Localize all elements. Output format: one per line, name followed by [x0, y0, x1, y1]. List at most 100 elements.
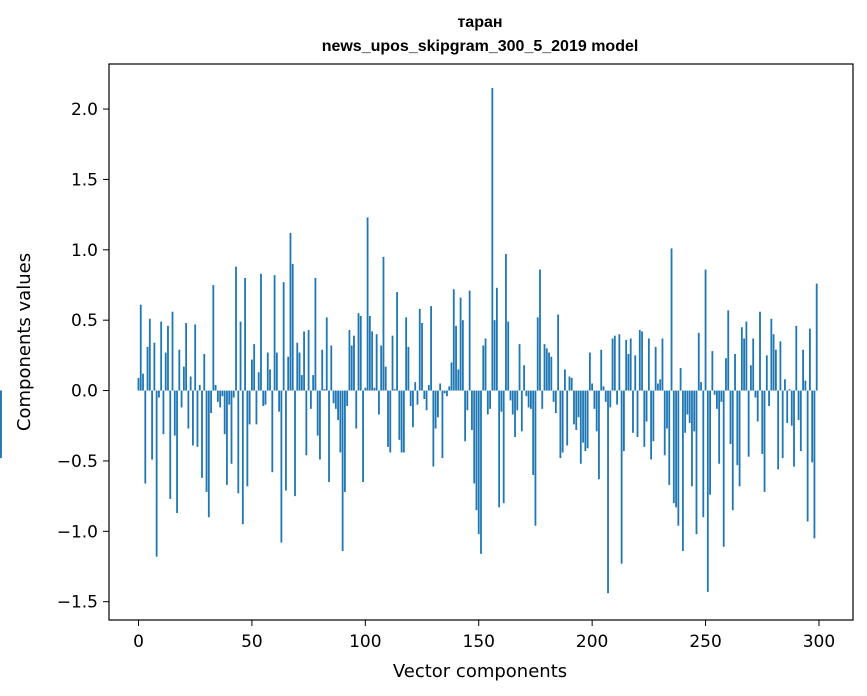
bar: [575, 390, 578, 430]
bar: [182, 366, 185, 391]
bar: [378, 390, 380, 415]
bar: [688, 390, 691, 423]
bar: [491, 87, 494, 391]
bar: [484, 338, 487, 391]
bars-group: [0, 87, 818, 594]
bar: [559, 390, 562, 459]
bar: [625, 339, 628, 391]
bar: [251, 359, 253, 391]
bar: [298, 352, 301, 391]
bar: [439, 383, 442, 391]
bar: [373, 387, 376, 391]
bar: [804, 380, 807, 391]
bar: [779, 341, 782, 391]
bar: [507, 321, 510, 391]
bar: [323, 389, 326, 391]
bar: [185, 323, 188, 391]
bar: [482, 345, 485, 391]
bar: [248, 390, 251, 425]
bar: [577, 390, 580, 418]
bar: [142, 373, 144, 391]
bar: [718, 390, 721, 464]
bar: [809, 328, 811, 391]
bar: [693, 390, 696, 432]
bar: [153, 342, 156, 391]
bar: [684, 390, 687, 433]
bar: [407, 346, 410, 391]
bar: [389, 390, 392, 453]
bar: [387, 390, 389, 447]
bar: [647, 338, 650, 391]
bar: [768, 390, 770, 407]
bar: [570, 377, 573, 391]
bar: [391, 335, 394, 391]
bar: [516, 390, 519, 411]
bar: [697, 332, 700, 391]
bar: [312, 375, 315, 391]
bar: [430, 306, 432, 391]
bar: [316, 390, 319, 436]
bar: [309, 390, 312, 409]
bar: [765, 355, 768, 391]
bar: [178, 349, 181, 391]
y-axis-ticks: −1.5 −1.0 −0.5 0.0 0.5 1.0 1.5 2.0: [57, 100, 109, 613]
bar: [679, 368, 682, 391]
bar: [450, 362, 453, 391]
bar: [763, 390, 766, 492]
y-tick-label: −1.5: [57, 593, 98, 613]
bar: [468, 290, 471, 391]
bar: [396, 292, 398, 391]
bar: [346, 390, 349, 407]
bar: [593, 390, 596, 409]
bar: [806, 390, 809, 522]
bar: [187, 390, 190, 429]
bar: [189, 376, 192, 391]
bar: [257, 372, 260, 391]
bar: [616, 390, 618, 405]
bar: [314, 277, 317, 391]
bar: [709, 390, 711, 495]
bar: [180, 390, 183, 408]
bar: [634, 355, 637, 391]
bar: [734, 353, 736, 391]
bar: [548, 352, 550, 391]
bar: [557, 314, 560, 391]
bar: [400, 390, 403, 453]
bar: [371, 331, 374, 391]
bar: [532, 390, 535, 476]
bar: [289, 232, 292, 391]
bar: [201, 390, 203, 478]
bar: [518, 344, 521, 391]
bar: [321, 349, 324, 391]
bar: [573, 390, 575, 425]
bar: [137, 377, 140, 391]
bar: [176, 390, 178, 514]
bar: [0, 390, 2, 454]
bar: [241, 390, 244, 525]
bar: [598, 390, 600, 480]
bar: [750, 365, 752, 391]
bar: [813, 390, 816, 539]
bar: [525, 390, 528, 397]
y-tick-label: 2.0: [71, 100, 98, 120]
bar: [228, 390, 231, 405]
bar: [384, 366, 387, 391]
bar: [158, 390, 160, 398]
bar: [230, 390, 233, 464]
bar: [786, 390, 789, 423]
bar: [473, 390, 476, 484]
bar: [550, 356, 553, 391]
bar: [269, 369, 271, 391]
bar: [505, 254, 507, 391]
y-tick-label: −1.0: [57, 522, 98, 542]
bar: [425, 390, 428, 411]
bar: [260, 273, 262, 391]
bar: [434, 390, 437, 429]
y-tick-label: 1.0: [71, 241, 98, 261]
bar: [552, 390, 555, 402]
bar: [271, 390, 274, 473]
bar: [294, 390, 296, 497]
bar: [509, 390, 512, 401]
bar: [802, 349, 804, 391]
